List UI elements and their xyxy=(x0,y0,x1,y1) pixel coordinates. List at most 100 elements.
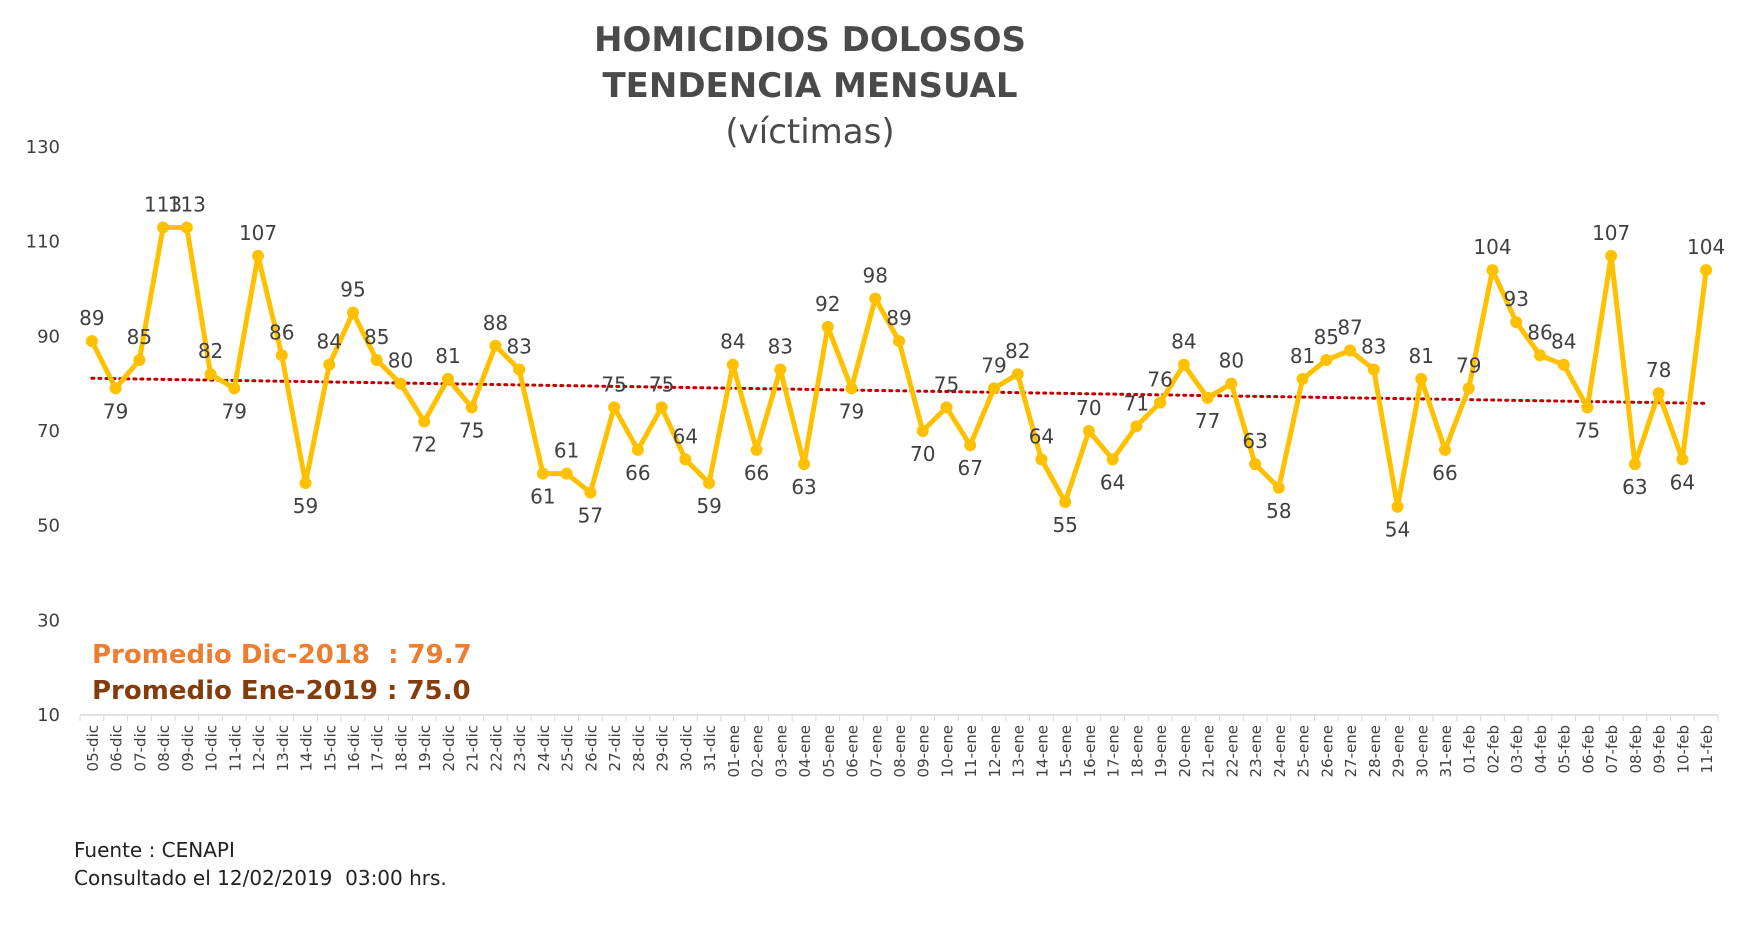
data-point xyxy=(228,382,241,395)
x-tick-label: 09-dic xyxy=(179,725,197,771)
x-tick-label: 27-dic xyxy=(606,725,624,771)
data-label: 83 xyxy=(506,334,531,358)
x-tick-label: 13-ene xyxy=(1010,725,1028,777)
data-point xyxy=(536,467,549,480)
x-tick-label: 20-ene xyxy=(1176,725,1194,777)
x-tick-label: 30-ene xyxy=(1413,725,1431,777)
x-tick-label: 05-ene xyxy=(820,725,838,777)
x-tick-label: 30-dic xyxy=(677,725,695,771)
x-tick-label: 08-ene xyxy=(891,725,909,777)
data-point xyxy=(489,339,502,352)
data-point xyxy=(1367,363,1380,376)
data-label: 66 xyxy=(625,461,650,485)
data-label: 64 xyxy=(1670,470,1695,494)
data-point xyxy=(1320,354,1333,366)
data-label: 113 xyxy=(144,192,182,216)
data-label: 98 xyxy=(863,263,888,287)
data-point xyxy=(1272,481,1285,494)
data-point xyxy=(323,358,336,371)
data-point xyxy=(1605,249,1618,262)
data-label: 83 xyxy=(1361,334,1386,358)
data-label: 84 xyxy=(1551,330,1576,354)
x-tick-label: 26-ene xyxy=(1318,725,1336,777)
data-point xyxy=(1557,358,1570,371)
data-label: 67 xyxy=(957,456,982,480)
x-tick-label: 27-ene xyxy=(1342,725,1360,777)
data-point xyxy=(940,401,953,414)
data-point xyxy=(1439,443,1451,456)
data-point xyxy=(774,363,787,376)
data-label: 86 xyxy=(269,320,294,344)
chart-title-line2: TENDENCIA MENSUAL xyxy=(602,66,1018,106)
data-label: 87 xyxy=(1337,316,1362,340)
data-point xyxy=(1652,387,1665,400)
data-label: 70 xyxy=(1076,396,1101,420)
x-tick-label: 24-ene xyxy=(1271,725,1289,777)
data-point xyxy=(1486,264,1499,277)
x-tick-label: 06-dic xyxy=(108,725,126,771)
x-tick-label: 19-ene xyxy=(1152,725,1170,777)
x-tick-label: 26-dic xyxy=(582,725,600,771)
data-label: 80 xyxy=(1219,349,1244,373)
data-point xyxy=(370,354,383,366)
data-label: 89 xyxy=(886,306,911,330)
data-label: 107 xyxy=(1592,221,1630,245)
data-label: 81 xyxy=(1290,344,1315,368)
data-point xyxy=(1581,401,1594,414)
data-point xyxy=(252,249,265,262)
average-december: Promedio Dic-2018 : 79.7 xyxy=(92,640,472,670)
data-label: 63 xyxy=(1622,475,1647,499)
x-tick-label: 02-ene xyxy=(749,725,767,777)
x-tick-label: 22-dic xyxy=(487,725,505,771)
x-tick-label: 17-ene xyxy=(1105,725,1123,777)
data-point xyxy=(180,221,193,234)
x-tick-label: 16-dic xyxy=(345,725,363,771)
data-label: 64 xyxy=(1029,424,1054,448)
x-tick-label: 07-feb xyxy=(1603,725,1621,774)
data-label: 79 xyxy=(103,399,128,423)
x-tick-label: 25-dic xyxy=(559,725,577,771)
data-point xyxy=(1035,453,1048,466)
x-tick-label: 21-ene xyxy=(1200,725,1218,777)
data-point xyxy=(109,382,122,395)
x-tick-label: 18-dic xyxy=(392,725,410,771)
x-tick-label: 21-dic xyxy=(464,725,482,771)
x-tick-label: 14-ene xyxy=(1033,725,1051,777)
data-label: 84 xyxy=(720,330,745,354)
data-point xyxy=(1462,382,1475,395)
data-label: 75 xyxy=(934,372,959,396)
data-label: 84 xyxy=(317,330,342,354)
y-tick-label: 10 xyxy=(37,705,60,726)
x-tick-label: 22-ene xyxy=(1223,725,1241,777)
data-point xyxy=(655,401,668,414)
data-point xyxy=(1106,453,1119,466)
x-tick-label: 28-dic xyxy=(630,725,648,771)
data-label: 107 xyxy=(239,221,277,245)
data-label: 79 xyxy=(222,399,247,423)
x-tick-label: 23-dic xyxy=(511,725,529,771)
x-tick-label: 13-dic xyxy=(274,725,292,771)
data-label: 75 xyxy=(601,372,626,396)
data-point xyxy=(584,486,597,499)
data-point xyxy=(1201,391,1214,404)
x-tick-label: 10-ene xyxy=(938,725,956,777)
data-label: 79 xyxy=(981,353,1006,377)
x-tick-label: 09-ene xyxy=(915,725,933,777)
data-point xyxy=(798,458,811,471)
data-label: 61 xyxy=(554,439,579,463)
data-label: 104 xyxy=(1687,235,1725,259)
trendline xyxy=(90,376,1708,405)
data-label: 63 xyxy=(1242,429,1267,453)
x-tick-label: 28-ene xyxy=(1366,725,1384,777)
x-tick-label: 31-dic xyxy=(701,725,719,771)
data-point xyxy=(204,368,217,381)
data-label: 58 xyxy=(1266,499,1291,523)
x-tick-label: 04-feb xyxy=(1532,725,1550,774)
data-label: 66 xyxy=(1432,461,1457,485)
data-label: 86 xyxy=(1527,320,1552,344)
data-point xyxy=(987,382,1000,395)
data-label: 85 xyxy=(1314,325,1339,349)
data-point xyxy=(1177,358,1190,371)
x-tick-label: 05-feb xyxy=(1556,725,1574,774)
x-tick-label: 06-feb xyxy=(1579,725,1597,774)
